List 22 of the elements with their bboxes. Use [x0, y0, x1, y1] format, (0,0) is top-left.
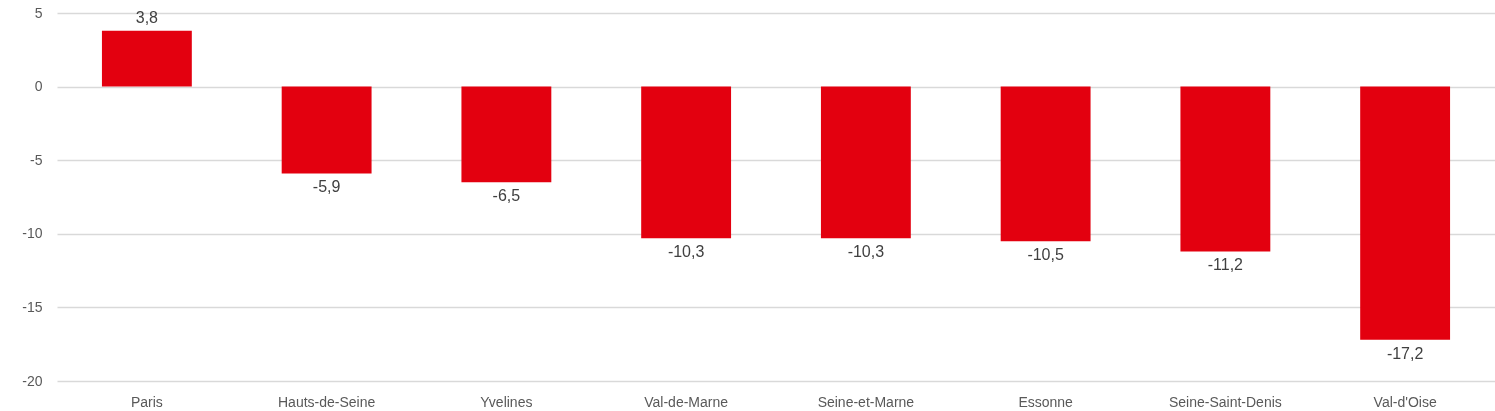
data-label: -10,3	[667, 243, 705, 261]
x-tick-label: Seine-Saint-Denis	[1168, 393, 1282, 410]
data-label: -17,2	[1386, 344, 1424, 362]
x-tick-label: Yvelines	[480, 393, 533, 410]
x-tick-label: Seine-et-Marne	[817, 393, 915, 410]
data-label: 3,8	[135, 8, 159, 26]
data-label: -5,9	[312, 178, 341, 196]
y-tick-label: -20	[22, 372, 43, 389]
x-tick-label: Paris	[130, 393, 163, 410]
x-tick-label: Val-de-Marne	[644, 393, 729, 410]
x-tick-label: Essonne	[1018, 393, 1074, 410]
data-label: -6,5	[492, 187, 521, 205]
y-tick-label: -15	[22, 298, 43, 315]
x-tick-label: Hauts-de-Seine	[277, 393, 376, 410]
y-tick-label: -5	[30, 151, 43, 168]
data-label: -10,3	[847, 243, 885, 261]
data-label: -11,2	[1207, 256, 1244, 274]
y-tick-label: -10	[22, 225, 43, 242]
y-tick-label: 5	[34, 4, 43, 21]
data-label: -10,5	[1027, 246, 1064, 264]
y-tick-label: 0	[34, 78, 43, 95]
x-tick-label: Val-d'Oise	[1373, 393, 1437, 410]
